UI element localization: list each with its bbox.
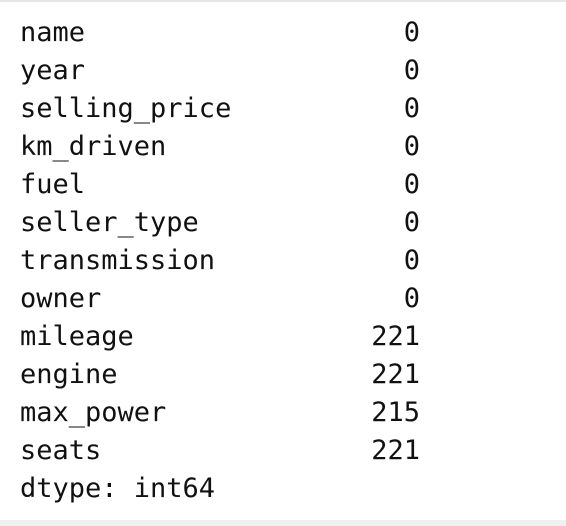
series-key: owner [20, 283, 102, 314]
series-value: 0 [403, 245, 420, 276]
series-key: mileage [20, 321, 134, 352]
dtype-line: dtype: int64 [20, 473, 216, 504]
series-value: 0 [403, 93, 420, 124]
series-key: name [20, 17, 86, 48]
series-key: engine [20, 359, 118, 390]
series-value: 215 [371, 397, 420, 428]
series-row: max_power 215 [20, 394, 420, 432]
series-value: 221 [371, 435, 420, 466]
series-key: max_power [20, 397, 167, 428]
series-row: engine 221 [20, 356, 420, 394]
series-value: 221 [371, 321, 420, 352]
series-row: km_driven 0 [20, 128, 420, 166]
series-row: selling_price 0 [20, 90, 420, 128]
series-key: km_driven [20, 131, 167, 162]
series-row: fuel 0 [20, 166, 420, 204]
bottom-divider [0, 520, 566, 526]
series-key: fuel [20, 169, 86, 200]
series-row: seller_type 0 [20, 204, 420, 242]
series-value: 0 [403, 283, 420, 314]
series-value: 0 [403, 55, 420, 86]
series-key: seats [20, 435, 102, 466]
series-row: transmission 0 [20, 242, 420, 280]
series-row: mileage 221 [20, 318, 420, 356]
series-value: 0 [403, 169, 420, 200]
series-row: name 0 [20, 14, 420, 52]
series-value: 0 [403, 131, 420, 162]
series-value: 221 [371, 359, 420, 390]
series-key: year [20, 55, 86, 86]
series-output: name 0 year 0 selling_price 0 km_driven … [20, 14, 420, 508]
series-key: transmission [20, 245, 216, 276]
series-row: year 0 [20, 52, 420, 90]
series-value: 0 [403, 207, 420, 238]
series-key: selling_price [20, 93, 232, 124]
top-divider [0, 0, 566, 2]
series-row: seats 221 [20, 432, 420, 470]
series-key: seller_type [20, 207, 199, 238]
series-row: owner 0 [20, 280, 420, 318]
series-value: 0 [403, 17, 420, 48]
